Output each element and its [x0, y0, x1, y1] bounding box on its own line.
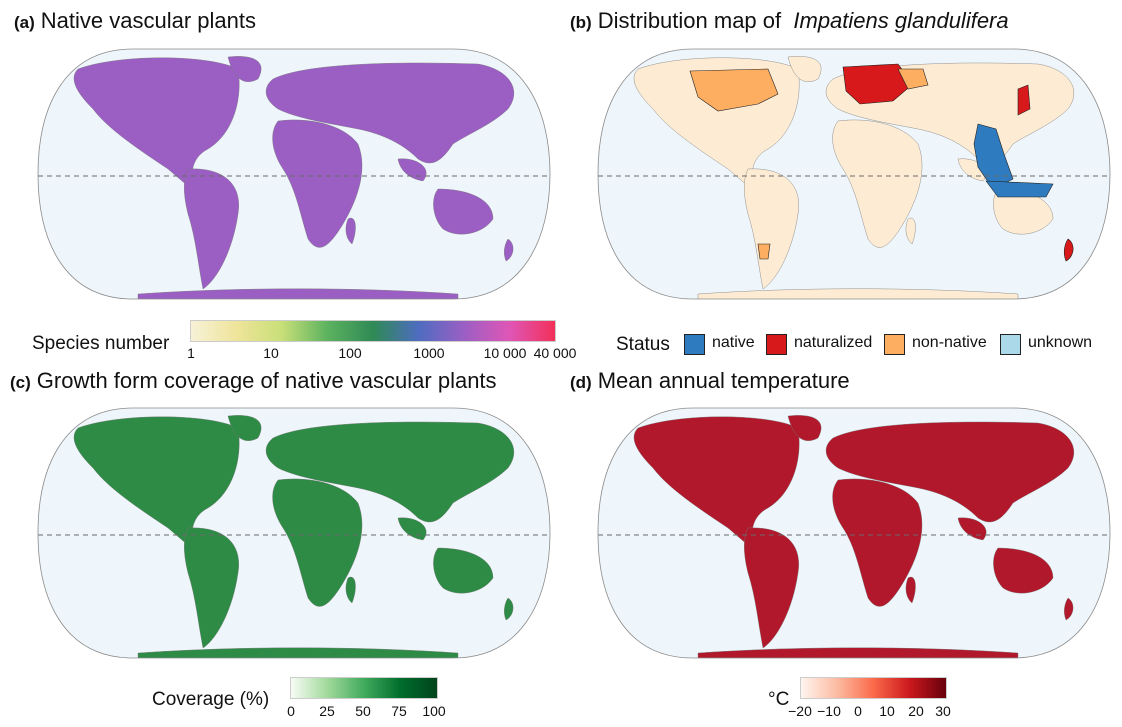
legend-coverage-tick: 75 [391, 703, 407, 719]
region-naturalized-new-zealand [1063, 238, 1074, 262]
legend-temperature-tick: 20 [908, 703, 924, 719]
legend-species-tick: 1000 [413, 345, 445, 361]
status-naturalized-swatch [766, 334, 787, 355]
legend-temperature-tick: 30 [935, 703, 951, 719]
map-growth-form-coverage [37, 407, 551, 659]
panel-c-title-text: Growth form coverage of native vascular … [36, 368, 497, 393]
map-distribution-impatiens [597, 48, 1111, 300]
region-non-native-south-america [757, 243, 771, 260]
panel-b-title: (b) Distribution map of Impatiens glandul… [570, 8, 1009, 34]
legend-coverage-tick: 25 [319, 703, 335, 719]
status-non-native-label: non-native [912, 334, 987, 351]
status-non-native-swatch [884, 334, 905, 355]
map-d-landmasses [633, 415, 1074, 658]
status-unknown-swatch [1000, 334, 1021, 355]
legend-species-number-colorbar [190, 320, 556, 342]
legend-temperature-title: °C [768, 689, 790, 710]
legend-coverage-colorbar [290, 677, 438, 699]
legend-temperature-tick: 0 [854, 703, 862, 719]
panel-a-title-text: Native vascular plants [40, 8, 256, 33]
legend-status-title: Status [616, 334, 670, 355]
legend-species-tick: 100 [338, 345, 362, 361]
legend-temperature-tick: −10 [817, 703, 841, 719]
region-naturalized-japan [1017, 84, 1031, 116]
panel-c-tag: (c) [10, 373, 31, 392]
legend-species-number-title: Species number [32, 333, 170, 354]
legend-species-tick: 40 000 [533, 345, 577, 361]
legend-coverage-tick: 50 [355, 703, 371, 719]
panel-d-tag: (d) [570, 373, 592, 392]
legend-temperature-tick: −20 [788, 703, 812, 719]
legend-coverage-tick: 0 [287, 703, 295, 719]
panel-c-title: (c) Growth form coverage of native vascul… [10, 368, 497, 394]
map-mean-annual-temperature [597, 407, 1111, 659]
panel-a-tag: (a) [14, 13, 35, 32]
panel-b-title-text: Distribution map of [597, 8, 782, 33]
status-native-swatch [684, 334, 705, 355]
panel-a-title: (a) Native vascular plants [14, 8, 256, 34]
legend-species-tick: 10 000 [483, 345, 527, 361]
region-naturalized-europe [842, 63, 914, 105]
legend-temperature-colorbar [800, 677, 947, 699]
legend-species-tick: 1 [187, 345, 195, 361]
map-native-vascular-plants [37, 48, 551, 300]
region-non-native-east-europe [897, 68, 929, 90]
region-native-indonesia [985, 180, 1054, 198]
status-native-label: native [712, 334, 755, 351]
panel-b-species: Impatiens glandulifera [793, 8, 1009, 33]
status-unknown-label: unknown [1028, 334, 1093, 351]
legend-species-tick: 10 [263, 345, 279, 361]
region-non-native-north-america [689, 68, 779, 112]
map-c-landmasses [73, 415, 514, 658]
legend-coverage-tick: 100 [422, 703, 446, 719]
status-naturalized-label: naturalized [794, 334, 873, 351]
map-a-landmasses [73, 56, 514, 299]
map-b-status-regions [689, 63, 1074, 262]
panel-b-tag: (b) [570, 13, 592, 32]
legend-temperature-tick: 10 [879, 703, 895, 719]
panel-d-title: (d) Mean annual temperature [570, 368, 850, 394]
panel-d-title-text: Mean annual temperature [597, 368, 850, 393]
legend-coverage-title: Coverage (%) [152, 689, 270, 710]
